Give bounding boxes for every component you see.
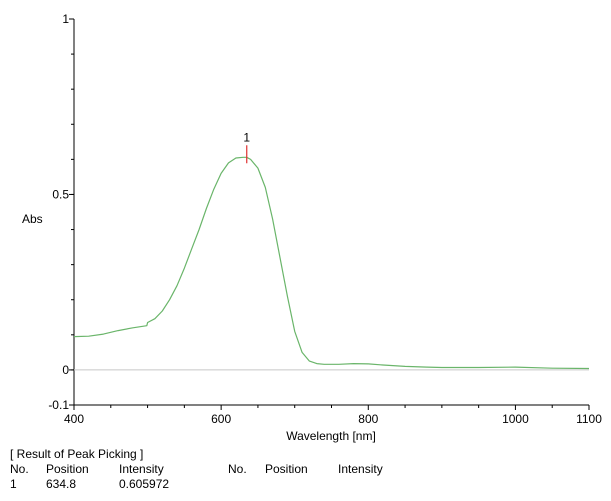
header-position: Position: [46, 462, 89, 476]
absorbance-chart: 1 0.5 0 -0.1 400 600 800 1000 1100 1 Wavelength…: [22, 12, 602, 443]
y-tick-label: 0.5: [52, 187, 69, 201]
y-axis-title: Abs: [22, 212, 43, 226]
header-no-2: No.: [228, 462, 247, 476]
y-axis-ticks: 1 0.5 0 -0.1: [48, 12, 74, 412]
header-intensity: Intensity: [119, 462, 164, 476]
peak-marker-group: 1: [243, 130, 250, 164]
header-no: No.: [10, 462, 29, 476]
row-no: 1: [10, 477, 17, 491]
spectrum-series: [73, 156, 590, 370]
x-axis-ticks: 400 600 800 1000 1100: [64, 405, 602, 426]
header-intensity-2: Intensity: [338, 462, 383, 476]
y-tick-label: -0.1: [48, 398, 69, 412]
x-tick-label: 1000: [502, 412, 529, 426]
peak-label: 1: [243, 130, 250, 144]
plot-frame: [73, 19, 589, 406]
x-axis-title: Wavelength [nm]: [286, 429, 376, 443]
results-title: [ Result of Peak Picking ]: [10, 447, 144, 461]
y-tick-label: 0: [62, 363, 69, 377]
x-tick-label: 600: [211, 412, 231, 426]
spectrum-line: [73, 156, 590, 370]
header-position-2: Position: [265, 462, 308, 476]
row-intensity: 0.605972: [119, 477, 170, 491]
x-tick-label: 400: [64, 412, 84, 426]
x-tick-label: 1100: [576, 412, 602, 426]
y-tick-label: 1: [62, 12, 69, 26]
x-tick-label: 800: [358, 412, 378, 426]
row-position: 634.8: [46, 477, 77, 491]
